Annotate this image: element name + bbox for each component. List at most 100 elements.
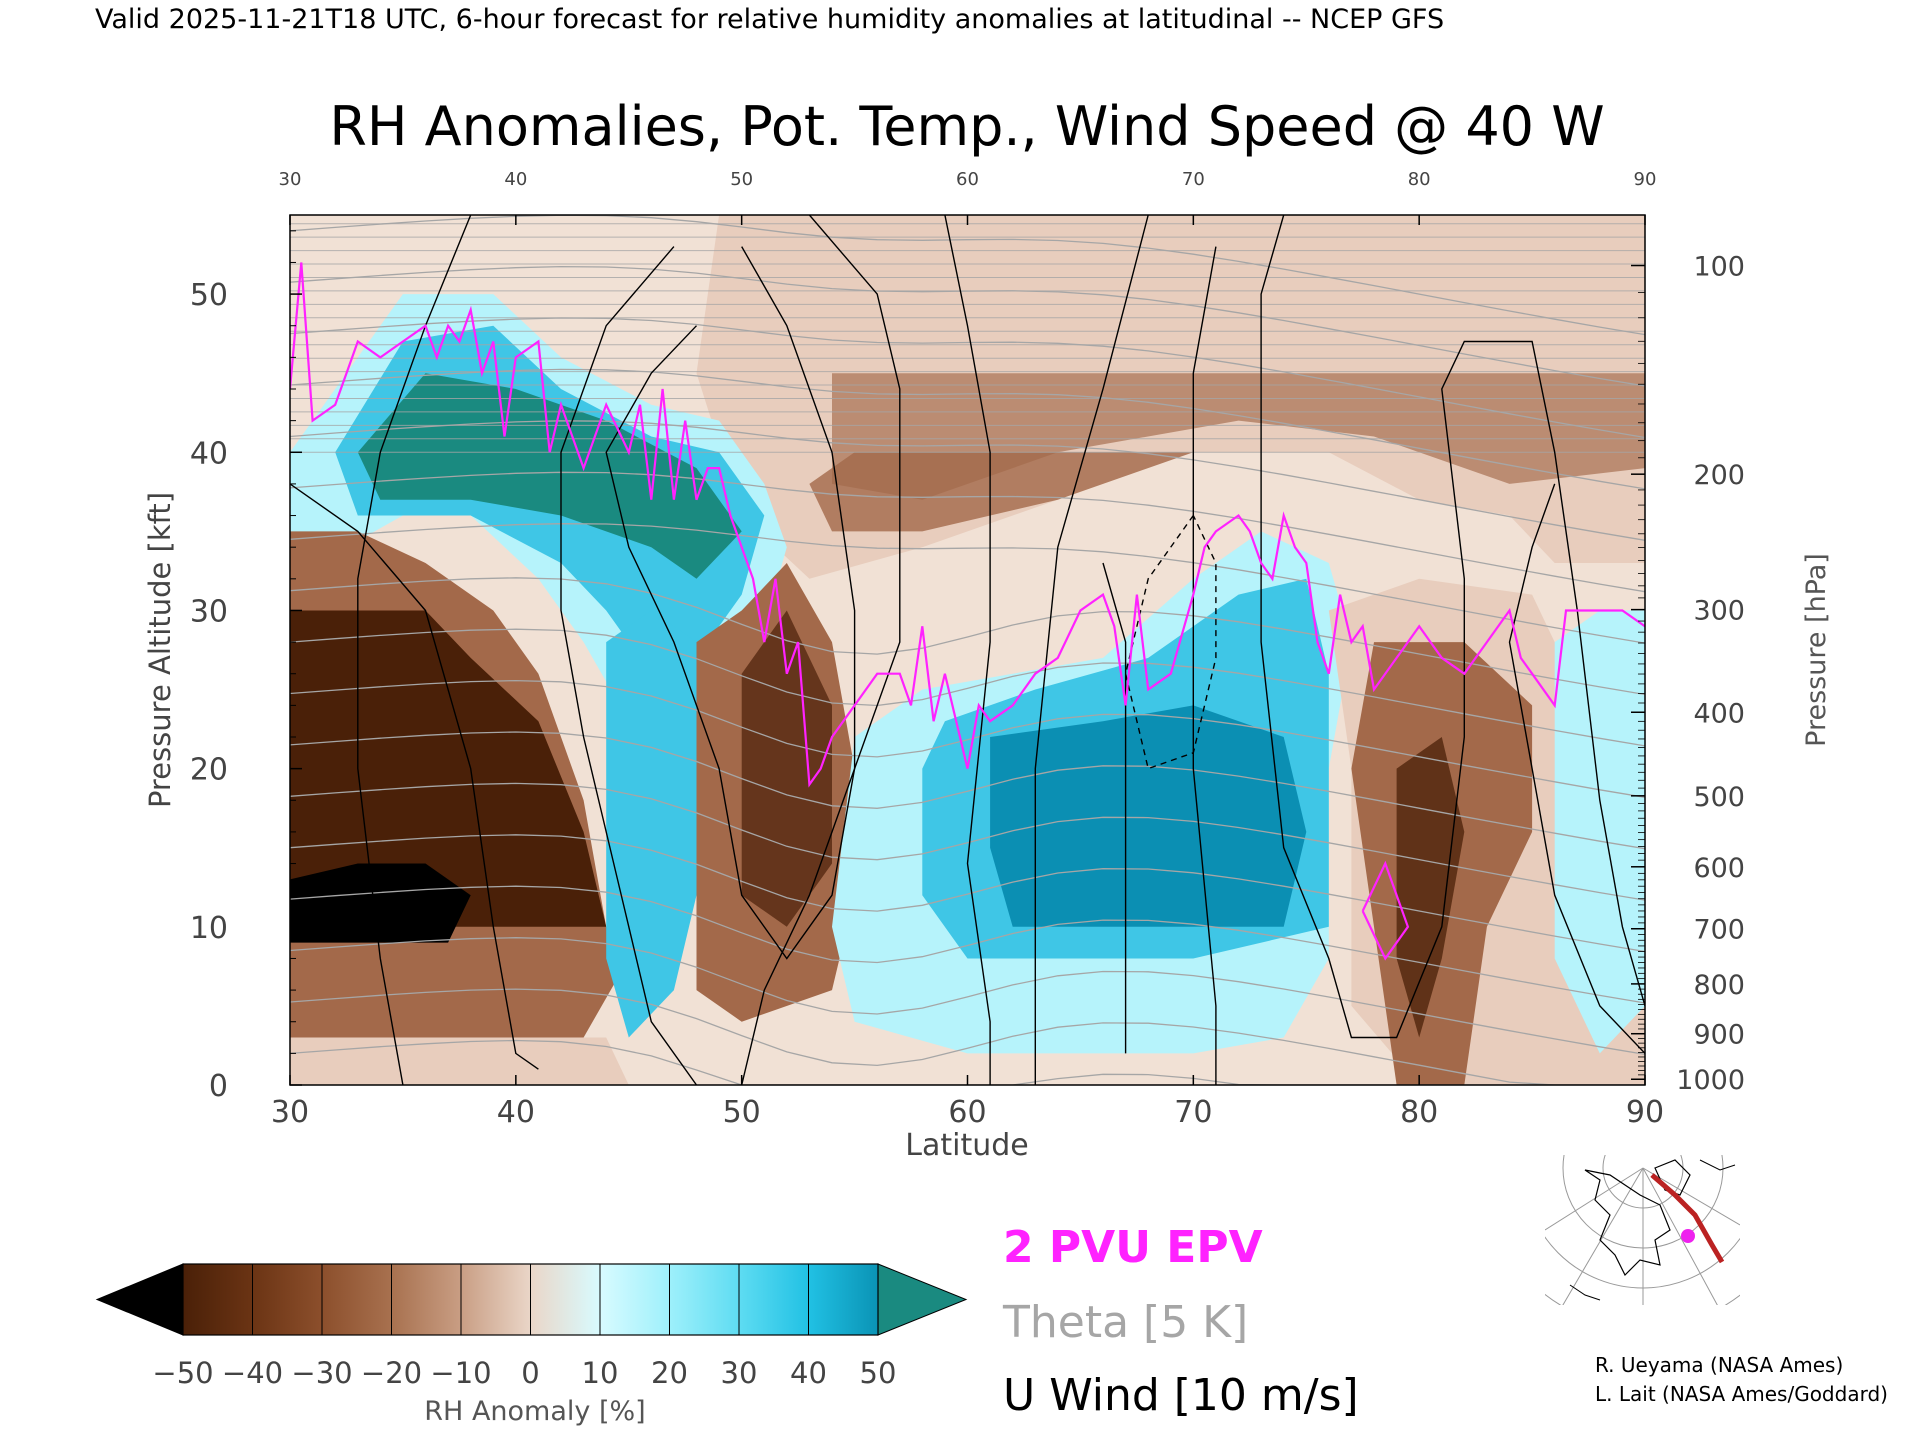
x-top-tick-label: 90 [1634, 169, 1657, 190]
y-axis-label: Pressure Altitude [kft] [143, 492, 177, 808]
y-tick-label: 0 [209, 1069, 228, 1104]
theta-contour-line [290, 885, 1645, 1004]
epv-legend: 2 PVU EPV [1003, 1222, 1263, 1273]
y-axis-left: 0 10 20 30 40 50 [190, 230, 302, 1104]
rh-region [290, 863, 471, 943]
theta-contour-line [290, 988, 1645, 1085]
colorbar-tick-label: 50 [860, 1356, 897, 1390]
colorbar-tick-label: 10 [582, 1356, 619, 1390]
pressure-tick-label: 600 [1693, 853, 1745, 884]
colorbar-tick-label: −40 [222, 1356, 283, 1390]
pressure-tick-label: 400 [1693, 698, 1745, 729]
theta-contour-line [290, 937, 1645, 1056]
colorbar-segment [669, 1264, 740, 1335]
wind-legend: U Wind [10 m/s] [1003, 1370, 1359, 1421]
rh-region [606, 610, 720, 1038]
colorbar-tick-label: −10 [430, 1356, 491, 1390]
colorbar-segment [739, 1264, 809, 1335]
epv-2pvu-loop [1361, 860, 1410, 961]
pressure-tick-label: 300 [1693, 596, 1745, 627]
colorbar-tick-label: 20 [651, 1356, 688, 1390]
pressure-tick-label: 900 [1693, 1020, 1745, 1051]
colorbar-tick-label: −50 [152, 1356, 213, 1390]
colorbar-segment [183, 1264, 253, 1335]
rh-region [990, 705, 1307, 927]
colorbar-tick-label: 40 [790, 1356, 827, 1390]
y-tick-label: 50 [190, 278, 228, 313]
y2-axis-label: Pressure [hPa] [1801, 553, 1832, 747]
x-top-tick-label: 80 [1408, 169, 1431, 190]
colorbar-segment [530, 1264, 601, 1335]
colorbar-tick-label: 0 [521, 1356, 539, 1390]
valid-line: Valid 2025-11-21T18 UTC, 6-hour forecast… [95, 4, 1444, 35]
colorbar-segment [808, 1264, 879, 1335]
colorbar-segment [600, 1264, 670, 1335]
colorbar-segment [461, 1264, 531, 1335]
wind-contour-line [605, 246, 856, 960]
y-tick-label: 10 [190, 911, 228, 946]
colorbar-tick-label: −20 [361, 1356, 422, 1390]
colorbar-label: RH Anomaly [%] [424, 1396, 645, 1427]
x-axis-label: Latitude [905, 1128, 1028, 1163]
rh-region [290, 610, 607, 927]
rh-region [741, 610, 832, 927]
colorbar-segment [322, 1264, 392, 1335]
pressure-tick-label: 800 [1693, 970, 1745, 1001]
colorbar-tick-label: −30 [291, 1356, 352, 1390]
pressure-tick-label: 200 [1693, 460, 1745, 491]
theta-contour-line [290, 1039, 1645, 1085]
wind-contour-line [560, 246, 698, 1085]
wind-contour-line [944, 215, 991, 1085]
x-top-tick-label: 30 [279, 169, 302, 190]
plot-area [289, 214, 1646, 1086]
theta-contour-line [290, 628, 1645, 747]
x-top-tick-label: 50 [730, 169, 753, 190]
y-tick-label: 20 [190, 753, 228, 788]
x-tick-label: 50 [723, 1095, 761, 1130]
theta-contour-line [290, 368, 1645, 490]
wind-contour-line [741, 215, 901, 1085]
wind-contour-dashed [1124, 515, 1217, 770]
rh-region [290, 1037, 629, 1085]
credit-line-2: L. Lait (NASA Ames/Goddard) [1595, 1382, 1888, 1406]
theta-legend: Theta [5 K] [1002, 1297, 1248, 1348]
pressure-tick-label: 100 [1693, 252, 1745, 283]
y-tick-label: 40 [190, 436, 228, 471]
theta-contours [290, 215, 1645, 1085]
colorbar-segment [391, 1264, 462, 1335]
rh-region [1554, 610, 1645, 1054]
theta-contour-line [290, 679, 1645, 798]
colorbar-under-arrow [95, 1263, 184, 1336]
polar-map-icon [1545, 1155, 1740, 1305]
colorbar-segment [252, 1264, 323, 1335]
pressure-tick-label: 1000 [1676, 1065, 1745, 1096]
y-tick-label: 30 [190, 594, 228, 629]
theta-contour-line [290, 577, 1645, 696]
colorbar-tick-label: 30 [721, 1356, 758, 1390]
epv-2pvu-line [290, 262, 1645, 788]
rh-region [832, 373, 1645, 500]
x-top-tick-label: 60 [956, 169, 979, 190]
theta-contour-line [290, 731, 1645, 850]
colorbar: −50 −40 −30 −20 −10 0 10 20 30 40 50 [95, 1263, 968, 1390]
theta-contour-line [290, 834, 1645, 953]
theta-contour-line [290, 782, 1645, 901]
colorbar-over-arrow [877, 1263, 968, 1336]
chart-title: RH Anomalies, Pot. Temp., Wind Speed @ 4… [329, 95, 1604, 158]
epv-series [290, 262, 1645, 961]
theta-contour-line [290, 420, 1645, 541]
credit-line-1: R. Ueyama (NASA Ames) [1595, 1353, 1843, 1377]
x-tick-label: 70 [1174, 1095, 1212, 1130]
x-tick-label: 40 [497, 1095, 535, 1130]
x-axis-bottom: 30 40 50 60 70 80 90 [271, 1075, 1664, 1130]
pressure-tick-label: 500 [1693, 782, 1745, 813]
x-top-tick-label: 70 [1182, 169, 1205, 190]
x-axis-top: 30 40 50 60 70 80 90 [279, 169, 1657, 225]
x-tick-label: 60 [948, 1095, 986, 1130]
x-tick-label: 90 [1626, 1095, 1664, 1130]
y-axis-right: 100 200 300 400 500 600 700 800 900 1000 [1631, 252, 1745, 1096]
wind-contour-line [1034, 215, 1149, 1085]
rh-region [809, 452, 1194, 532]
